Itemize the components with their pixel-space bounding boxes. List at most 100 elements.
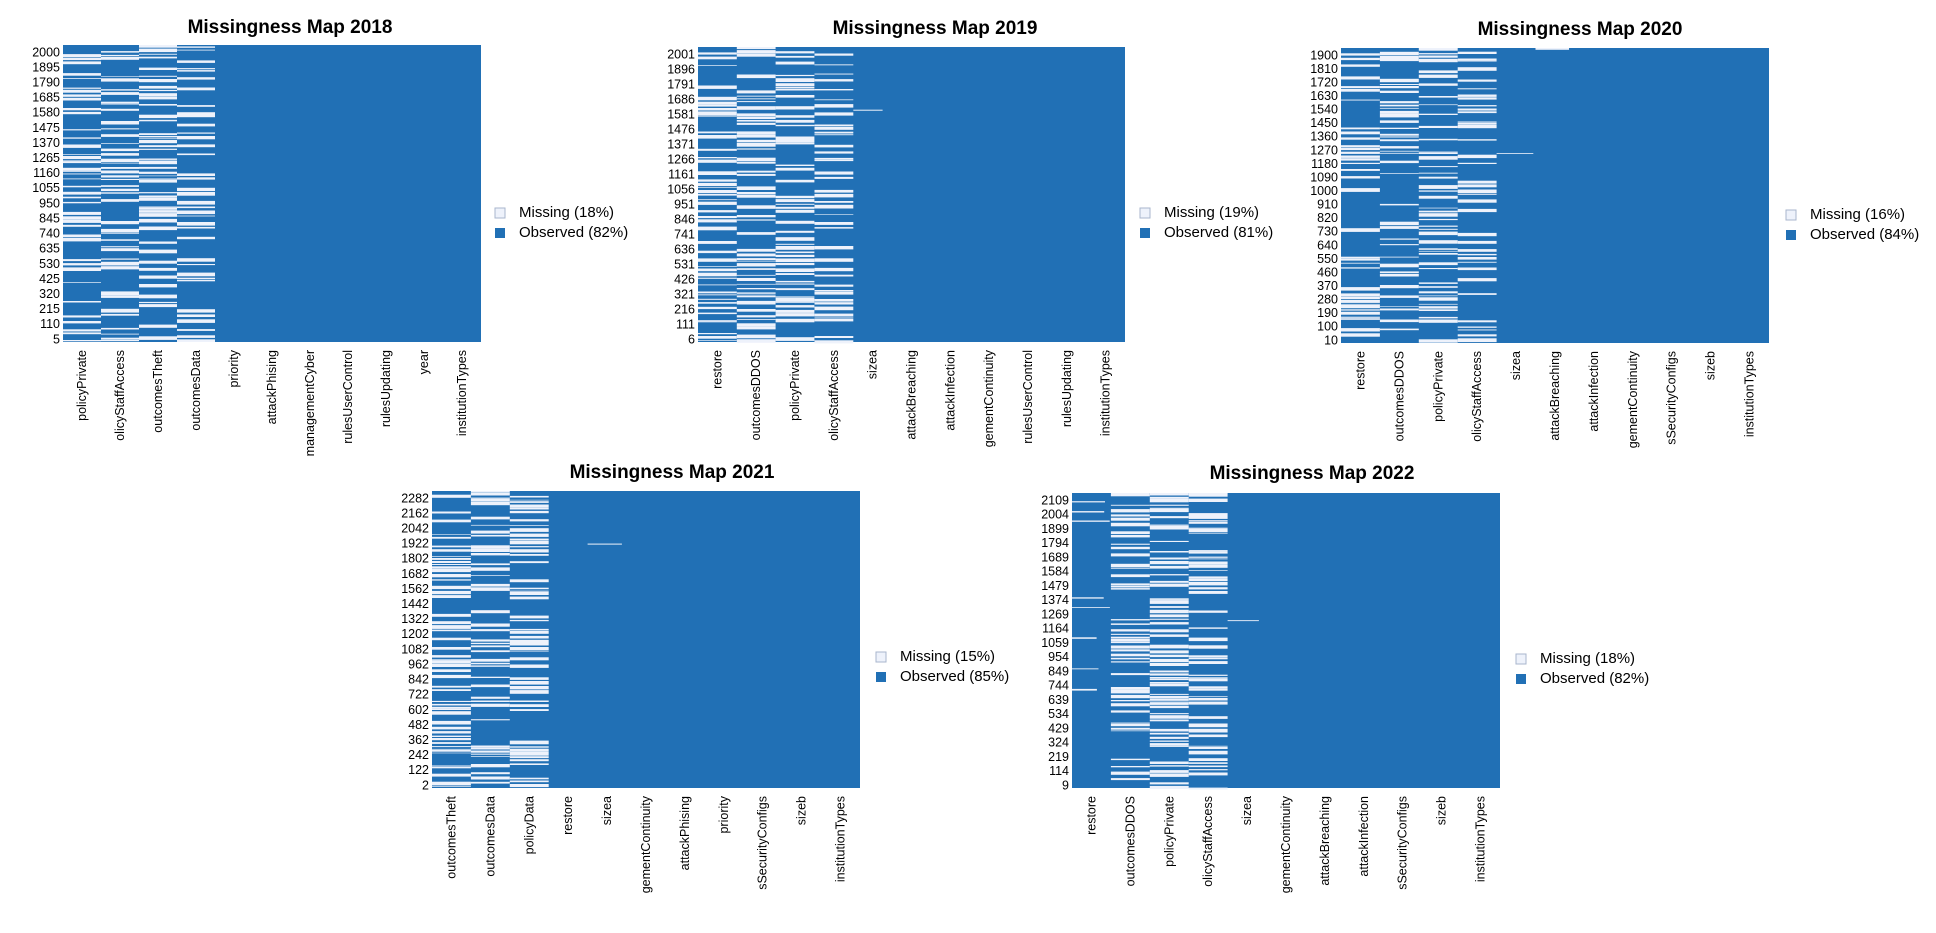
missing-cell <box>814 124 854 127</box>
missing-cell <box>509 525 549 526</box>
missing-cell <box>177 277 215 280</box>
missing-cell <box>698 272 737 277</box>
missing-cell <box>698 96 737 101</box>
y-tick-label: 1630 <box>1310 89 1338 103</box>
missing-cell <box>432 494 471 498</box>
y-tick-label: 1900 <box>1310 48 1338 62</box>
missing-cell <box>1379 285 1419 289</box>
missing-cell <box>139 213 177 217</box>
y-tick-label: 1802 <box>401 552 429 566</box>
missing-cell <box>1341 318 1380 320</box>
y-tick-label: 321 <box>674 287 695 301</box>
missing-cell <box>63 315 101 318</box>
missing-cell <box>1188 637 1228 642</box>
missing-cell <box>736 171 776 173</box>
missing-cell <box>470 502 510 506</box>
missing-cell <box>101 56 139 60</box>
missing-cell <box>432 556 471 557</box>
missing-cell <box>814 73 854 75</box>
missing-cell <box>1341 333 1380 337</box>
missing-cell <box>1227 620 1259 622</box>
missing-cell <box>139 148 177 150</box>
missing-cell <box>1418 195 1458 199</box>
missing-cell <box>1379 160 1419 164</box>
missing-cell <box>1188 564 1228 568</box>
missing-cell <box>736 74 776 79</box>
x-column-label: priority <box>227 349 241 387</box>
missing-cell <box>775 297 815 302</box>
missing-cell <box>1457 122 1497 125</box>
missing-cell <box>1418 262 1458 266</box>
missing-cell <box>1418 210 1458 213</box>
missing-cell <box>1149 683 1189 687</box>
missing-cell <box>1341 131 1380 135</box>
missing-cell <box>509 561 549 564</box>
missing-cell <box>1418 172 1458 174</box>
y-tick-label: 5 <box>53 332 60 346</box>
missing-cell <box>101 258 139 260</box>
missing-cell <box>63 211 101 215</box>
missing-cell <box>509 579 549 583</box>
missing-cell <box>432 659 471 661</box>
missing-cell <box>736 90 776 94</box>
missing-cell <box>814 227 854 229</box>
missing-cell <box>698 65 737 66</box>
missing-cell <box>1188 723 1228 728</box>
missing-cell <box>1149 504 1189 506</box>
missing-cell <box>1072 637 1097 639</box>
missing-cell <box>775 296 815 297</box>
missing-cell <box>101 308 139 313</box>
missing-cell <box>698 56 737 60</box>
x-column-label: restore <box>561 796 575 835</box>
missing-cell <box>1149 743 1189 746</box>
y-tick-label: 429 <box>1048 721 1069 735</box>
missing-cell <box>1188 657 1228 660</box>
missing-cell <box>1149 634 1189 637</box>
missing-cell <box>1418 48 1458 51</box>
missing-cell <box>775 237 815 241</box>
missing-cell <box>470 629 510 632</box>
missing-cell <box>509 528 549 532</box>
missing-cell <box>509 643 549 646</box>
x-column-label: olicyStaffAccess <box>827 350 841 441</box>
x-column-label: sizeb <box>1435 796 1449 825</box>
missing-cell <box>698 159 737 163</box>
y-tick-label: 950 <box>39 196 60 210</box>
missing-cell <box>177 339 215 342</box>
missing-cell <box>775 142 815 145</box>
missing-cell <box>736 295 776 298</box>
missing-cell <box>101 103 139 105</box>
missing-cell <box>63 201 101 204</box>
missing-cell <box>775 301 815 303</box>
missing-cell <box>775 199 815 203</box>
panel-title: Missingness Map 2020 <box>1478 19 1683 40</box>
missing-cell <box>1110 722 1150 724</box>
missing-cell <box>1457 108 1497 111</box>
missing-cell <box>177 177 215 180</box>
missing-cell <box>1149 524 1189 526</box>
missing-cell <box>1149 650 1189 654</box>
missing-cell <box>698 284 737 286</box>
y-tick-label: 1442 <box>401 597 429 611</box>
y-tick-label: 1371 <box>667 137 695 151</box>
missing-cell <box>432 765 471 767</box>
missing-cell <box>736 258 776 260</box>
heatmap-area <box>1341 48 1769 343</box>
missing-cell <box>1341 311 1380 315</box>
missing-cell <box>1418 218 1458 221</box>
missing-cell <box>1457 338 1497 343</box>
missing-cell <box>509 784 549 788</box>
missing-cell <box>139 139 177 144</box>
legend-label-missing: Missing (15%) <box>900 648 995 665</box>
missing-cell <box>814 274 854 277</box>
missing-cell <box>139 48 177 53</box>
missing-cell <box>1110 585 1150 588</box>
missing-cell <box>736 319 776 320</box>
legend-label-observed: Observed (82%) <box>519 224 628 241</box>
missing-cell <box>432 708 471 710</box>
y-tick-label: 1581 <box>667 107 695 121</box>
y-tick-label: 426 <box>674 272 695 286</box>
missing-cell <box>1072 511 1105 513</box>
missing-cell <box>698 115 737 117</box>
